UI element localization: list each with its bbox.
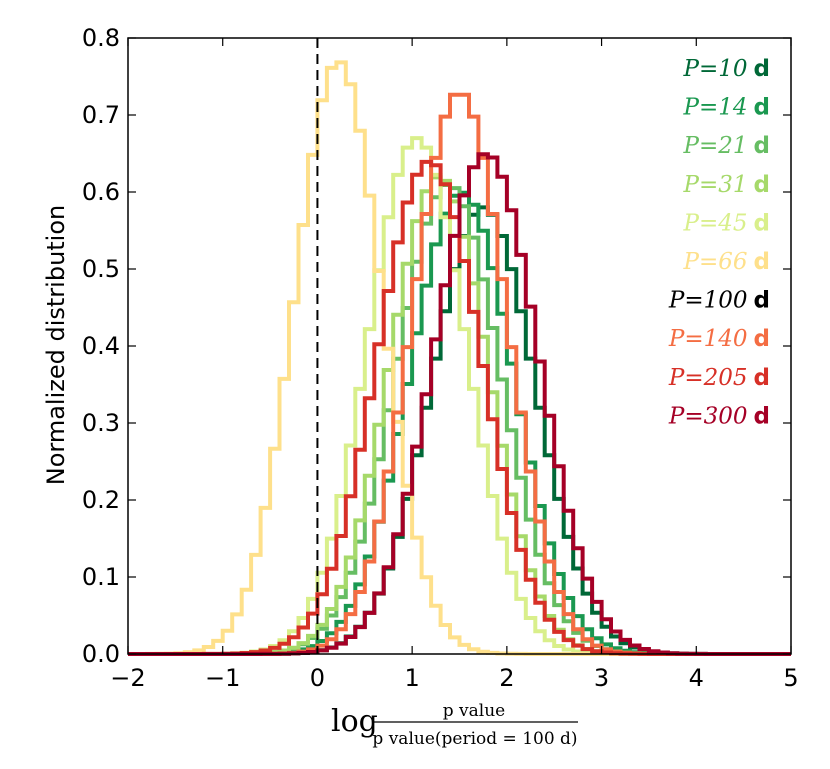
ticks-layer: −2 −1 0 1 2 3 4 5 0.0 0.1 0.2 0.3 0.4 0.5 0.6 0.7 0.8: [82, 24, 799, 692]
y-tick-label: 0.1: [82, 563, 120, 591]
x-tick-label: 3: [594, 664, 609, 692]
x-tick-label: −1: [205, 664, 240, 692]
plot-frame: [127, 37, 792, 655]
legend-entry: P=100 d: [668, 288, 770, 314]
x-tick-label: 2: [499, 664, 514, 692]
x-tick-label: 1: [405, 664, 420, 692]
legend-entry: P=10 d: [683, 56, 771, 82]
y-tick-label: 0.7: [82, 101, 120, 129]
y-tick-label: 0.2: [82, 486, 120, 514]
legend-entry: P=45 d: [683, 210, 771, 236]
legend-entry: P=300 d: [668, 403, 770, 429]
x-tick-label: 0: [310, 664, 325, 692]
legend-entry: P=66 d: [683, 249, 771, 275]
y-tick-label: 0.3: [82, 409, 120, 437]
x-axis-label-numerator: p value: [443, 701, 505, 721]
legend-entry: P=31 d: [683, 172, 771, 198]
legend-entry: P=205 d: [668, 365, 770, 391]
y-tick-label: 0.6: [82, 178, 120, 206]
x-tick-label: 4: [689, 664, 704, 692]
legend-entry: P=140 d: [668, 326, 770, 352]
legend-entry: P=21 d: [683, 133, 771, 159]
y-axis-label: Normalized distribution: [42, 205, 70, 486]
y-tick-label: 0.5: [82, 255, 120, 283]
y-tick-label: 0.8: [82, 24, 120, 52]
x-axis-label: log p value p value(period = 100 d): [331, 701, 578, 749]
x-tick-label: −2: [110, 664, 145, 692]
x-tick-label: 5: [783, 664, 798, 692]
y-tick-label: 0.0: [82, 640, 120, 668]
legend: P=10 d P=14 d P=21 d P=31 d P=45 d P=66 d P=100 d P=14…: [668, 56, 770, 429]
x-axis-label-log: log: [331, 704, 378, 739]
y-tick-label: 0.4: [82, 332, 120, 360]
x-axis-label-denominator: p value(period = 100 d): [372, 729, 577, 749]
legend-entry: P=14 d: [683, 95, 771, 121]
